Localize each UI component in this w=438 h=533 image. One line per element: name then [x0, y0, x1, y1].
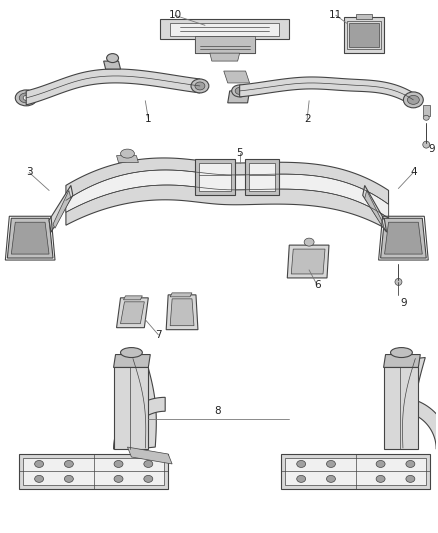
Ellipse shape: [235, 87, 244, 94]
Ellipse shape: [19, 93, 33, 103]
Polygon shape: [117, 298, 148, 328]
Polygon shape: [120, 358, 156, 449]
Ellipse shape: [35, 475, 43, 482]
Ellipse shape: [423, 115, 429, 120]
Polygon shape: [49, 185, 73, 232]
Ellipse shape: [144, 461, 153, 467]
Polygon shape: [23, 458, 164, 485]
Polygon shape: [19, 454, 168, 489]
Text: 4: 4: [410, 167, 417, 177]
Polygon shape: [124, 296, 142, 300]
Text: 1: 1: [145, 114, 152, 124]
Polygon shape: [344, 17, 384, 53]
Text: 9: 9: [400, 298, 407, 308]
Text: 11: 11: [329, 10, 343, 20]
Ellipse shape: [376, 461, 385, 467]
Polygon shape: [199, 163, 231, 191]
Polygon shape: [399, 397, 438, 449]
Polygon shape: [381, 218, 426, 258]
Polygon shape: [365, 190, 385, 230]
Ellipse shape: [407, 95, 419, 104]
Polygon shape: [113, 397, 165, 449]
Ellipse shape: [144, 475, 153, 482]
Polygon shape: [113, 367, 148, 449]
Text: 10: 10: [169, 10, 182, 20]
Ellipse shape: [120, 149, 134, 158]
Polygon shape: [120, 302, 145, 324]
Ellipse shape: [232, 85, 247, 97]
Polygon shape: [384, 354, 420, 367]
Polygon shape: [170, 293, 192, 297]
Polygon shape: [285, 458, 426, 485]
Ellipse shape: [35, 461, 43, 467]
Ellipse shape: [376, 475, 385, 482]
Polygon shape: [391, 358, 425, 449]
Ellipse shape: [395, 278, 402, 285]
Ellipse shape: [326, 475, 336, 482]
Ellipse shape: [406, 461, 415, 467]
Ellipse shape: [326, 461, 336, 467]
Ellipse shape: [106, 54, 119, 62]
Text: 5: 5: [237, 148, 243, 158]
Text: 3: 3: [26, 167, 32, 177]
Polygon shape: [210, 53, 240, 61]
Ellipse shape: [15, 90, 37, 106]
Polygon shape: [228, 91, 250, 103]
Polygon shape: [195, 36, 254, 53]
Polygon shape: [160, 19, 289, 53]
Polygon shape: [104, 61, 120, 69]
Ellipse shape: [114, 461, 123, 467]
Ellipse shape: [406, 475, 415, 482]
Text: 8: 8: [215, 406, 221, 416]
Polygon shape: [11, 222, 49, 254]
Text: 6: 6: [314, 280, 320, 290]
Text: 9: 9: [428, 143, 435, 154]
Ellipse shape: [391, 348, 412, 358]
Polygon shape: [26, 69, 200, 105]
Polygon shape: [363, 185, 387, 232]
Polygon shape: [385, 222, 422, 254]
Polygon shape: [113, 354, 150, 367]
Ellipse shape: [403, 92, 423, 108]
Polygon shape: [349, 23, 378, 47]
Polygon shape: [224, 71, 250, 83]
Ellipse shape: [297, 461, 306, 467]
Polygon shape: [127, 447, 172, 464]
Polygon shape: [166, 295, 198, 330]
Polygon shape: [117, 156, 138, 163]
Polygon shape: [195, 158, 235, 196]
Polygon shape: [66, 158, 389, 230]
Ellipse shape: [304, 238, 314, 246]
Ellipse shape: [297, 475, 306, 482]
Polygon shape: [281, 454, 430, 489]
Ellipse shape: [120, 348, 142, 358]
Polygon shape: [287, 245, 329, 278]
Polygon shape: [170, 299, 194, 326]
Text: 7: 7: [155, 329, 162, 340]
Polygon shape: [7, 218, 53, 258]
Polygon shape: [53, 190, 71, 228]
Ellipse shape: [64, 461, 73, 467]
Ellipse shape: [64, 475, 73, 482]
Polygon shape: [384, 367, 418, 449]
Polygon shape: [244, 158, 279, 196]
Polygon shape: [356, 14, 372, 19]
Polygon shape: [240, 77, 413, 107]
Polygon shape: [66, 170, 389, 218]
Ellipse shape: [23, 95, 29, 100]
Ellipse shape: [423, 141, 430, 148]
Text: 2: 2: [304, 114, 311, 124]
Polygon shape: [291, 249, 325, 274]
Ellipse shape: [195, 82, 205, 90]
Polygon shape: [170, 23, 279, 36]
Polygon shape: [423, 105, 430, 116]
Ellipse shape: [191, 79, 209, 93]
Ellipse shape: [114, 475, 123, 482]
Polygon shape: [249, 163, 276, 191]
